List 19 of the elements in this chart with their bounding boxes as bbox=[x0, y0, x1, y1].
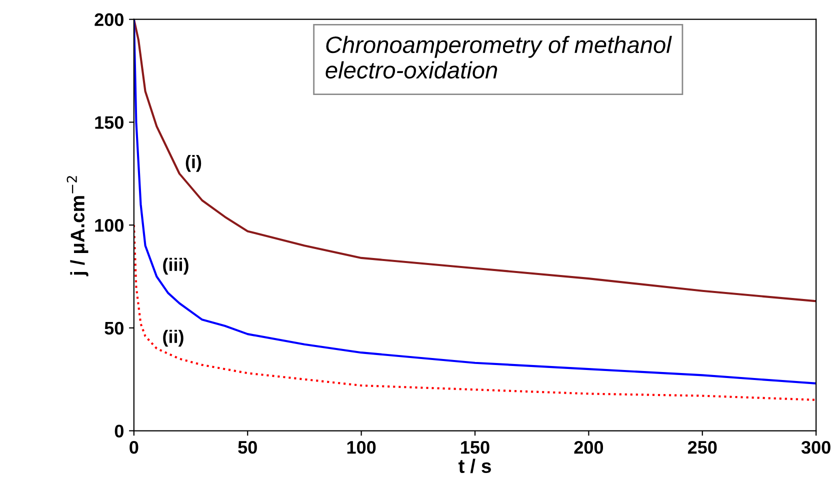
x-tick-label: 0 bbox=[130, 440, 138, 454]
series-label: (iii) bbox=[163, 258, 188, 275]
y-tick-label: 200 bbox=[94, 13, 124, 26]
x-axis-title: t / s bbox=[458, 458, 491, 474]
series-label: (ii) bbox=[163, 330, 184, 347]
x-tick-label: 100 bbox=[347, 440, 376, 454]
y-tick-label: 100 bbox=[95, 218, 124, 232]
y-tick-label: 50 bbox=[104, 322, 124, 335]
x-tick-label: 250 bbox=[688, 440, 717, 454]
y-tick-label: 0 bbox=[114, 424, 124, 438]
y-axis-title: j / μA.cm$^{−2}$ bbox=[66, 176, 88, 276]
x-tick-label: 300 bbox=[801, 440, 830, 454]
annotation: Chronoamperometry of methanol electro-oxidation bbox=[326, 36, 672, 79]
y-tick-label: 150 bbox=[95, 116, 124, 129]
x-tick-label: 150 bbox=[461, 440, 490, 454]
x-tick-label: 200 bbox=[574, 440, 604, 454]
series-label: (i) bbox=[186, 154, 202, 172]
line-series bbox=[134, 224, 816, 401]
x-tick-label: 50 bbox=[238, 440, 257, 454]
